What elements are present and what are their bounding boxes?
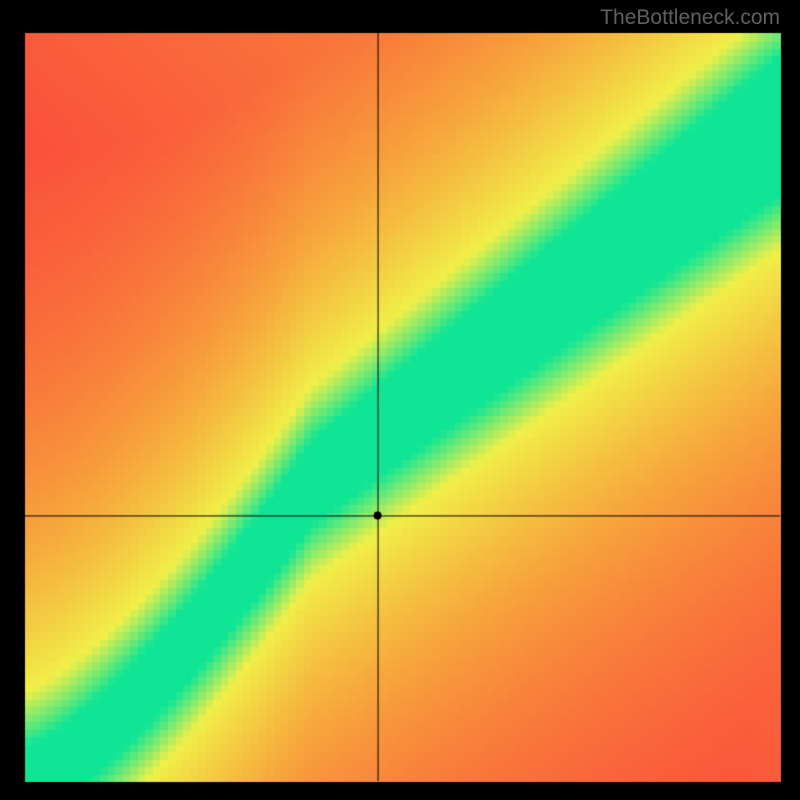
watermark-text: TheBottleneck.com <box>600 6 780 30</box>
heatmap-canvas <box>0 0 800 800</box>
chart-container: TheBottleneck.com <box>0 0 800 800</box>
